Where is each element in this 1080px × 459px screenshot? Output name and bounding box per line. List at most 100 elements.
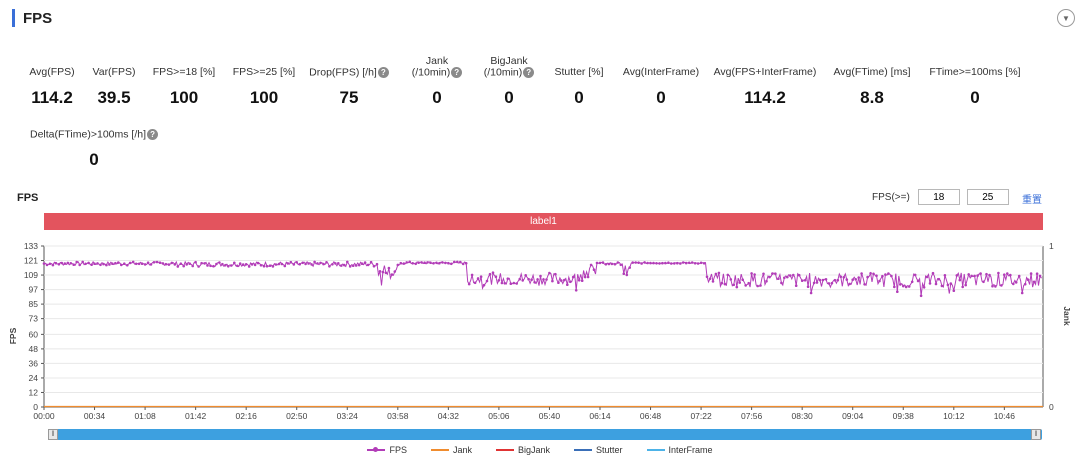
fps-point: [146, 261, 150, 264]
scrollbar-right-handle[interactable]: ‖: [1031, 429, 1041, 440]
fps-point: [964, 283, 967, 287]
metric-label: Avg(FPS): [0, 67, 122, 78]
fps-threshold-input-1[interactable]: [917, 189, 960, 205]
x-tick-label: 05:06: [488, 411, 510, 421]
fps-point: [518, 277, 521, 281]
fps-point: [200, 261, 203, 265]
fps-point: [774, 272, 777, 275]
scrollbar-left-handle[interactable]: ‖: [48, 429, 58, 440]
fps-point: [194, 260, 197, 264]
fps-point: [845, 278, 849, 281]
metric-label-text: Var(FPS): [92, 66, 136, 78]
fps-point: [589, 263, 593, 267]
fps-point: [809, 291, 813, 295]
legend-swatch: [430, 449, 449, 451]
metric-label: Avg(FPS+InterFrame): [695, 67, 835, 78]
fps-point: [681, 261, 685, 264]
fps-point: [307, 262, 310, 265]
x-tick-label: 01:42: [185, 411, 207, 421]
help-icon[interactable]: ?: [451, 67, 463, 78]
fps-point: [524, 274, 527, 277]
legend-label: Jank: [452, 445, 472, 455]
fps-point: [866, 275, 869, 279]
fps-point: [313, 260, 316, 264]
y-tick-label: 109: [24, 270, 38, 280]
legend-item-jank[interactable]: Jank: [430, 445, 472, 455]
fps-point: [280, 262, 284, 266]
fps-point: [402, 262, 406, 265]
metric-label: Drop(FPS) [/h]?: [279, 67, 419, 78]
collapse-chevron-icon[interactable]: ▼: [1057, 9, 1075, 27]
x-tick-label: 01:08: [134, 411, 156, 421]
fps-point: [158, 261, 162, 264]
fps-point: [922, 286, 926, 289]
fps-point: [444, 261, 447, 265]
fps-point: [679, 262, 682, 265]
fps-point: [384, 271, 388, 275]
fps-point: [1032, 280, 1036, 284]
metric-label-unit: (/10min): [411, 66, 451, 79]
fps-point: [60, 261, 64, 265]
fps-point: [108, 263, 111, 266]
reset-link[interactable]: 重置: [1022, 195, 1042, 206]
legend-item-bigjank[interactable]: BigJank: [495, 445, 550, 455]
metric-fps-25: FPS>=25 [%] 100: [194, 67, 334, 108]
fps-point: [890, 274, 893, 278]
x-tick-label: 02:16: [236, 411, 258, 421]
fps-point: [271, 265, 275, 268]
label-band[interactable]: label1: [44, 213, 1043, 230]
help-icon[interactable]: ?: [523, 67, 535, 78]
fps-point: [625, 273, 629, 277]
fps-point: [1009, 273, 1012, 277]
fps-point: [765, 279, 768, 283]
fps-point: [586, 275, 590, 279]
fps-point: [884, 273, 887, 276]
metric-value: 0: [970, 88, 980, 107]
time-range-scrollbar[interactable]: [48, 429, 1042, 440]
fps-point: [328, 265, 331, 268]
fps-point: [96, 262, 99, 265]
fps-point: [616, 261, 620, 264]
fps-point: [123, 262, 126, 265]
fps-point: [464, 262, 468, 265]
fps-point: [331, 263, 334, 266]
y-tick-label: 36: [29, 358, 39, 368]
fps-point: [354, 264, 358, 267]
fps-point: [958, 278, 962, 282]
title-accent-bar: [12, 9, 15, 27]
y2-tick-label: 1: [1049, 241, 1054, 251]
fps-point: [170, 261, 174, 265]
fps-point: [250, 263, 254, 266]
help-icon[interactable]: ?: [377, 67, 389, 78]
fps-point: [381, 270, 385, 274]
fps-point: [467, 282, 471, 286]
legend-item-interframe[interactable]: InterFrame: [646, 445, 713, 455]
legend-item-stutter[interactable]: Stutter: [574, 445, 623, 455]
fps-point: [583, 275, 587, 279]
fps-threshold-input-2[interactable]: [966, 189, 1009, 205]
fps-point: [664, 261, 667, 265]
fps-point: [667, 261, 670, 264]
fps-point: [869, 272, 872, 275]
legend-swatch: [646, 449, 665, 451]
fps-point: [848, 282, 851, 286]
legend-item-fps[interactable]: FPS: [367, 445, 407, 455]
fps-point: [322, 262, 325, 266]
fps-point: [792, 273, 795, 277]
fps-point: [738, 281, 741, 284]
fps-point: [640, 262, 643, 265]
fps-point: [800, 279, 804, 282]
help-icon[interactable]: ?: [147, 129, 159, 140]
fps-point: [1006, 272, 1009, 275]
fps-point: [45, 263, 49, 267]
fps-point: [658, 262, 661, 265]
metric-label-text: FPS>=25 [%]: [232, 66, 296, 78]
x-tick-label: 07:56: [741, 411, 763, 421]
fps-point: [961, 285, 964, 289]
fps-point: [126, 263, 129, 267]
fps-point: [429, 261, 432, 264]
metric-label-text: FPS>=18 [%]: [152, 66, 216, 78]
fps-point: [637, 261, 640, 264]
metric-value: 0: [432, 88, 442, 108]
fps-point: [744, 284, 747, 287]
